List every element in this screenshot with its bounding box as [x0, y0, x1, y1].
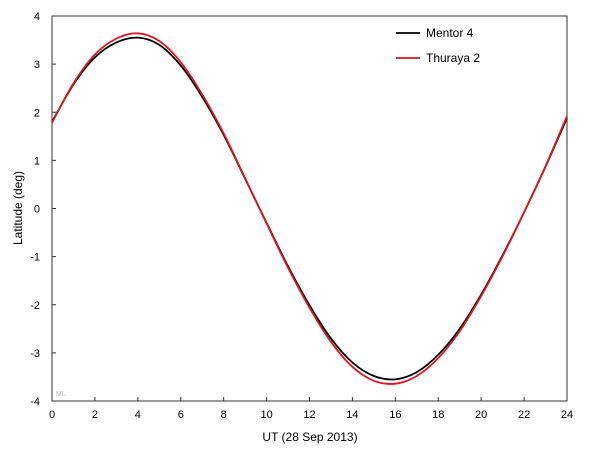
y-tick-label: -2	[30, 300, 40, 312]
y-axis: -4 -3 -2 -1 0 1 2 3 4	[30, 11, 56, 408]
x-tick-label: 12	[303, 409, 315, 421]
y-tick-label: 0	[34, 204, 40, 216]
x-tick-label: 4	[135, 409, 141, 421]
legend-label-2: Thuraya 2	[426, 51, 480, 65]
plot-frame	[51, 15, 568, 402]
x-tick-label: 22	[518, 409, 530, 421]
y-tick-label: -1	[30, 252, 40, 264]
series-lines	[51, 32, 568, 385]
legend: Mentor 4 Thuraya 2	[396, 26, 480, 65]
x-tick-label: 18	[432, 409, 444, 421]
x-axis: 0 2 4 6 8 10 12 14 16 18 20 22 24	[49, 397, 573, 421]
x-tick-label: 14	[346, 409, 358, 421]
y-tick-label: 4	[34, 11, 40, 23]
x-tick-label: 10	[260, 409, 272, 421]
y-tick-label: 2	[34, 107, 40, 119]
x-tick-label: 2	[92, 409, 98, 421]
x-tick-label: 0	[49, 409, 55, 421]
x-axis-label: UT (28 Sep 2013)	[262, 430, 357, 444]
y-tick-label: -3	[30, 348, 40, 360]
x-tick-label: 24	[561, 409, 573, 421]
x-tick-label: 16	[389, 409, 401, 421]
watermark: ML	[56, 391, 66, 398]
x-tick-label: 6	[178, 409, 184, 421]
y-axis-label: Latitude (deg)	[11, 171, 25, 245]
series-line-2	[51, 32, 568, 385]
y-tick-label: 3	[34, 59, 40, 71]
legend-label-1: Mentor 4	[426, 26, 474, 40]
y-tick-label: -4	[30, 396, 40, 408]
y-tick-label: 1	[34, 155, 40, 167]
x-tick-label: 8	[221, 409, 227, 421]
x-tick-label: 20	[475, 409, 487, 421]
series-line-1	[51, 36, 568, 381]
